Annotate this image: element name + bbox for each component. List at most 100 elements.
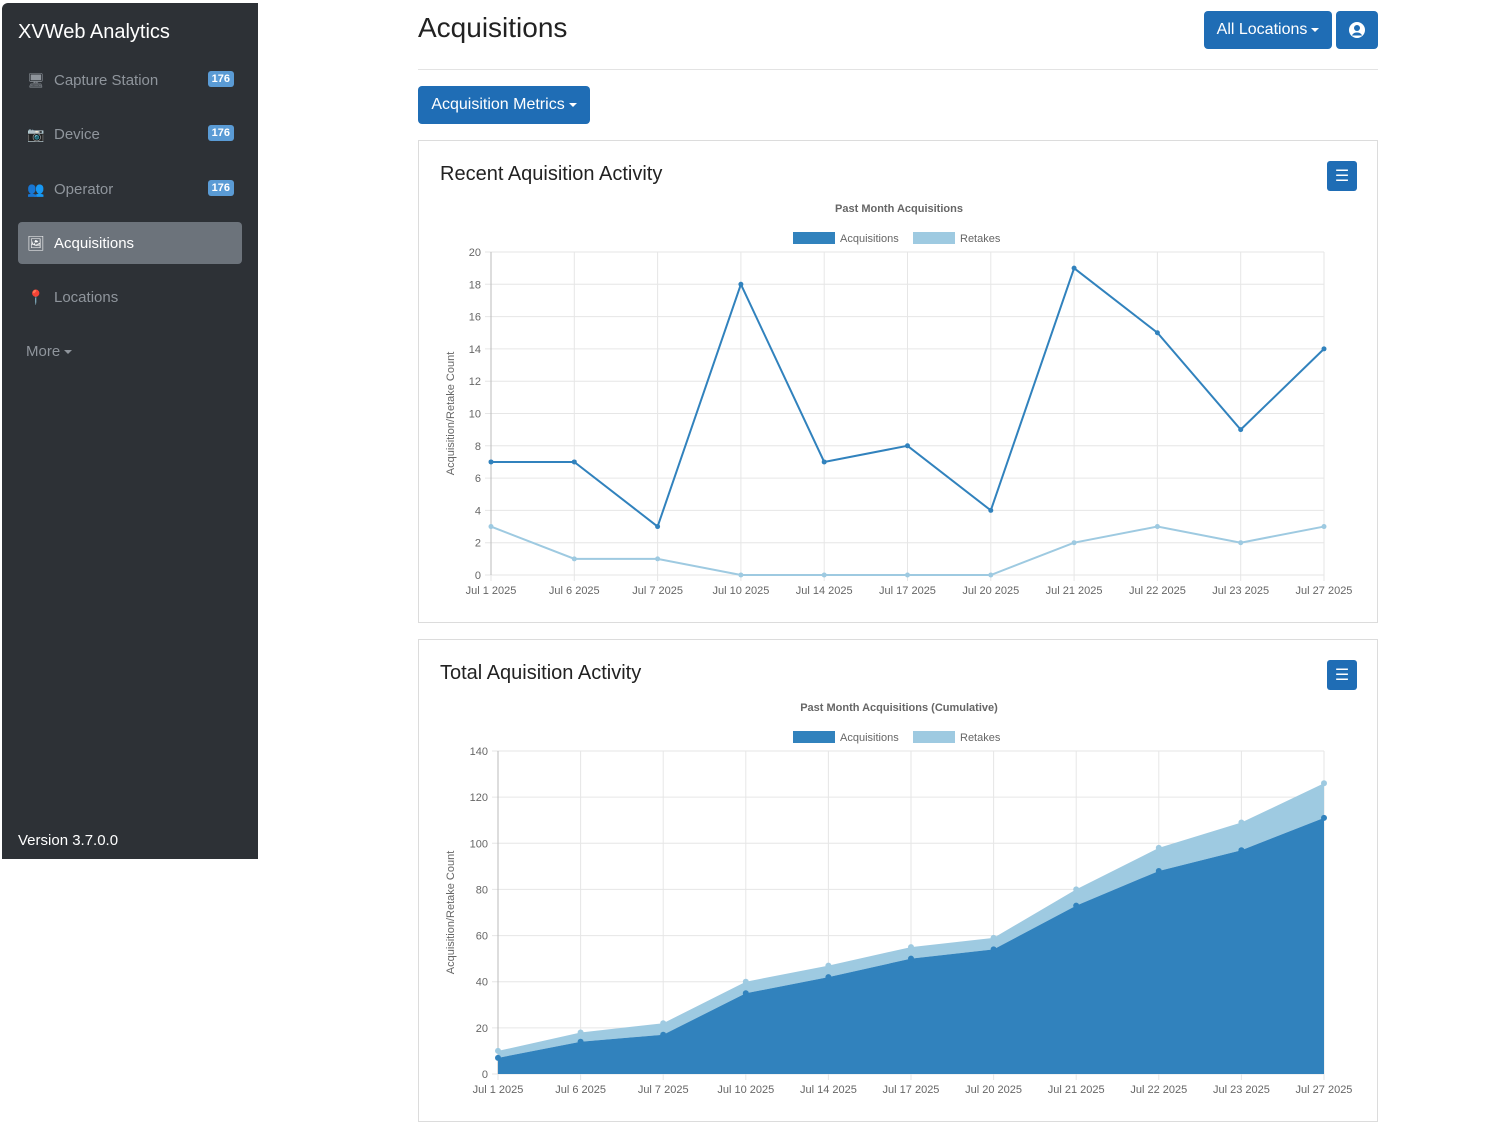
retakes-point bbox=[988, 572, 994, 578]
all-locations-dropdown[interactable]: All Locations bbox=[1204, 11, 1332, 49]
acquisitions-point bbox=[825, 974, 832, 981]
y-tick-label: 80 bbox=[476, 884, 488, 896]
y-tick-label: 4 bbox=[475, 505, 481, 517]
retakes-point bbox=[571, 556, 577, 562]
acquisitions-point bbox=[742, 990, 749, 997]
y-tick-label: 10 bbox=[469, 409, 481, 421]
y-tick-label: 18 bbox=[469, 279, 481, 291]
total-activity-card: Total Aquisition Activity ☰ Past Month A… bbox=[418, 639, 1378, 1122]
total-activity-chart: Past Month Acquisitions (Cumulative) Acqu… bbox=[445, 702, 1352, 1096]
y-tick-label: 20 bbox=[469, 247, 481, 259]
page-title: Acquisitions bbox=[418, 12, 568, 43]
more-label: More bbox=[26, 343, 61, 360]
retakes-point bbox=[990, 934, 997, 941]
y-tick-label: 6 bbox=[475, 473, 481, 485]
legend-label: Retakes bbox=[960, 732, 1001, 744]
y-tick-label: 16 bbox=[469, 312, 481, 324]
acquisitions-point bbox=[738, 281, 744, 287]
divider bbox=[418, 69, 1378, 70]
sidebar-item-label: Locations bbox=[54, 288, 119, 306]
legend-label: Retakes bbox=[960, 233, 1001, 245]
chart-menu-button[interactable]: ☰ bbox=[1327, 161, 1357, 191]
chart-menu-button[interactable]: ☰ bbox=[1327, 660, 1357, 690]
legend-swatch bbox=[913, 731, 955, 743]
y-tick-label: 12 bbox=[469, 376, 481, 388]
sidebar-item-acquisitions[interactable]: 🖼 Acquisitions bbox=[18, 222, 242, 264]
y-tick-label: 40 bbox=[476, 977, 488, 989]
chart-title: Past Month Acquisitions bbox=[835, 203, 963, 215]
acquisitions-point bbox=[1238, 427, 1244, 433]
x-tick-label: Jul 17 2025 bbox=[883, 1084, 940, 1096]
retakes-point bbox=[905, 572, 910, 578]
x-tick-label: Jul 22 2025 bbox=[1129, 585, 1186, 597]
acquisitions-point bbox=[488, 459, 494, 465]
acquisitions-point bbox=[1155, 867, 1162, 874]
images-icon: 🖼 bbox=[27, 234, 45, 251]
acquisition-metrics-dropdown[interactable]: Acquisition Metrics bbox=[418, 86, 590, 124]
retakes-point bbox=[825, 962, 832, 969]
map-marker-icon: 📍 bbox=[27, 288, 45, 305]
acquisition-metrics-label: Acquisition Metrics bbox=[431, 96, 565, 113]
retakes-point bbox=[821, 572, 827, 578]
y-tick-label: 100 bbox=[470, 838, 488, 850]
y-axis-label: Acquisition/Retake Count bbox=[445, 352, 457, 476]
x-tick-label: Jul 14 2025 bbox=[796, 585, 853, 597]
retakes-point bbox=[1321, 780, 1327, 787]
users-icon: 👥 bbox=[27, 180, 45, 197]
retakes-point bbox=[655, 556, 661, 562]
sidebar-item-operator[interactable]: 👥 Operator 176 bbox=[18, 168, 242, 210]
brand[interactable]: XVWeb Analytics bbox=[18, 21, 170, 43]
camera-icon: 📷 bbox=[27, 125, 45, 142]
hamburger-icon: ☰ bbox=[1334, 667, 1350, 684]
x-tick-label: Jul 6 2025 bbox=[555, 1084, 606, 1096]
sidebar-item-locations[interactable]: 📍 Locations bbox=[18, 276, 242, 318]
user-circle-icon bbox=[1349, 22, 1365, 38]
x-tick-label: Jul 27 2025 bbox=[1296, 585, 1353, 597]
retakes-point bbox=[495, 1047, 501, 1054]
sidebar-item-label: Device bbox=[54, 125, 100, 143]
retakes-point bbox=[1071, 540, 1077, 546]
x-tick-label: Jul 10 2025 bbox=[712, 585, 769, 597]
acquisitions-point bbox=[1238, 847, 1245, 854]
acquisitions-point bbox=[1321, 814, 1327, 821]
y-tick-label: 14 bbox=[469, 344, 481, 356]
more-dropdown[interactable]: More bbox=[26, 343, 73, 360]
x-tick-label: Jul 14 2025 bbox=[800, 1084, 857, 1096]
sidebar-item-label: Acquisitions bbox=[54, 234, 135, 252]
y-tick-label: 0 bbox=[482, 1069, 488, 1081]
acquisitions-point bbox=[495, 1054, 501, 1061]
x-tick-label: Jul 7 2025 bbox=[632, 585, 683, 597]
sidebar-item-capture-station[interactable]: 🖥 Capture Station 176 bbox=[18, 59, 242, 101]
legend-swatch bbox=[913, 232, 955, 244]
card-title: Total Aquisition Activity bbox=[440, 662, 642, 684]
retakes-point bbox=[1238, 819, 1245, 826]
x-tick-label: Jul 1 2025 bbox=[473, 1084, 524, 1096]
acquisitions-point bbox=[655, 524, 661, 530]
x-tick-label: Jul 6 2025 bbox=[549, 585, 600, 597]
x-tick-label: Jul 10 2025 bbox=[717, 1084, 774, 1096]
y-tick-label: 20 bbox=[476, 1023, 488, 1035]
acquisitions-point bbox=[660, 1031, 667, 1038]
x-tick-label: Jul 21 2025 bbox=[1046, 585, 1103, 597]
y-tick-label: 60 bbox=[476, 931, 488, 943]
x-tick-label: Jul 17 2025 bbox=[879, 585, 936, 597]
sidebar-item-label: Capture Station bbox=[54, 71, 159, 89]
retakes-point bbox=[488, 524, 494, 530]
acquisitions-point bbox=[905, 443, 910, 449]
acquisitions-point bbox=[908, 955, 914, 962]
legend-label: Acquisitions bbox=[840, 732, 899, 744]
caret-down-icon bbox=[1311, 28, 1320, 32]
retakes-point bbox=[1238, 540, 1244, 546]
sidebar-item-device[interactable]: 📷 Device 176 bbox=[18, 113, 242, 155]
chart-title: Past Month Acquisitions (Cumulative) bbox=[800, 702, 998, 714]
x-tick-label: Jul 21 2025 bbox=[1048, 1084, 1105, 1096]
count-badge: 176 bbox=[207, 180, 234, 196]
user-menu-button[interactable] bbox=[1336, 11, 1378, 49]
legend-label: Acquisitions bbox=[840, 233, 899, 245]
y-tick-label: 0 bbox=[475, 570, 481, 582]
acquisitions-point bbox=[571, 459, 577, 465]
x-tick-label: Jul 20 2025 bbox=[965, 1084, 1022, 1096]
acquisitions-point bbox=[821, 459, 827, 465]
hamburger-icon: ☰ bbox=[1334, 168, 1350, 185]
x-tick-label: Jul 23 2025 bbox=[1213, 1084, 1270, 1096]
